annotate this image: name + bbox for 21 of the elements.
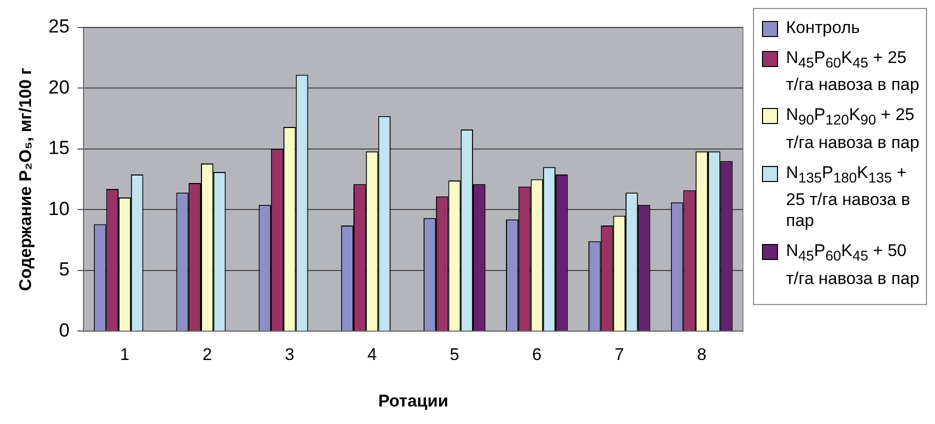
x-axis-title: Ротации <box>378 391 448 410</box>
x-tick-label: 4 <box>367 345 377 364</box>
legend-label: N$_{45}$P$_{60}$K$_{45}$ + 25 т/га навоза в пар <box>786 47 920 96</box>
x-tick-label: 1 <box>120 345 130 364</box>
y-tick-label: 10 <box>48 198 70 220</box>
y-tick-label: 0 <box>58 320 70 342</box>
y-tick-label: 25 <box>48 16 70 38</box>
y-tick-label: 20 <box>48 77 70 98</box>
y-tick-label: 15 <box>48 138 70 160</box>
x-tick-label: 3 <box>284 345 294 364</box>
x-tick-label: 5 <box>450 345 460 364</box>
x-tick-label: 2 <box>202 345 212 364</box>
y-tick-label: 5 <box>58 260 70 281</box>
legend-label: N$_{45}$P$_{60}$K$_{45}$ + 50 т/га навоза в пар <box>786 240 920 289</box>
y-axis-title: Содержание P₂O₅, мг/100 г <box>16 68 35 291</box>
legend-label: N$_{90}$P$_{120}$K$_{90}$ + 25 т/га навоза в пар <box>786 104 920 153</box>
x-tick-label: 6 <box>532 345 542 364</box>
x-tick-label: 8 <box>697 345 707 364</box>
text: N$_{135}$P$_{180}$K$_{135}$ + 25 т/га навоза в пар <box>786 162 910 230</box>
legend-label: Контроль <box>786 17 861 38</box>
x-tick-label: 7 <box>614 345 624 364</box>
